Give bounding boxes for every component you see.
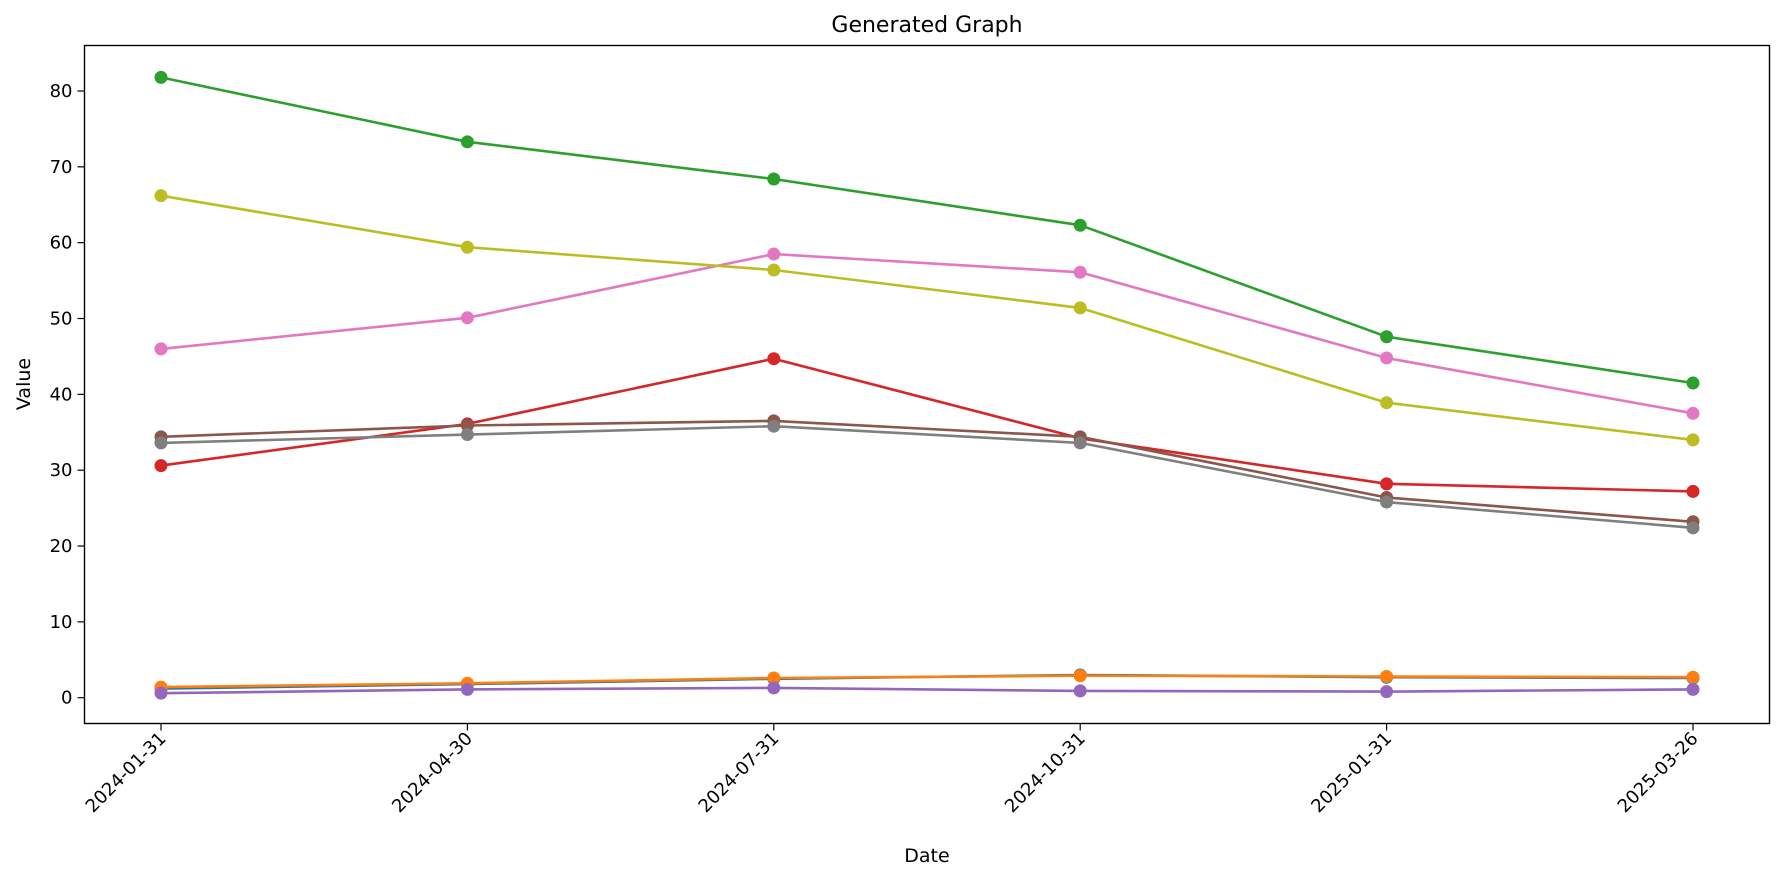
chart-title: Generated Graph	[831, 13, 1022, 38]
series-7-point	[1686, 406, 1700, 420]
series-8-point	[1380, 495, 1394, 509]
y-tick-label: 20	[50, 536, 73, 557]
x-axis-label: Date	[904, 845, 949, 867]
y-tick-label: 40	[50, 384, 73, 405]
series-2-line	[159, 674, 1695, 689]
series-2-point	[1380, 669, 1394, 683]
series-7	[154, 247, 1700, 420]
plot-frame	[83, 44, 1771, 725]
series-7-point	[1073, 265, 1087, 279]
series-7-point	[1380, 351, 1394, 365]
series-3-point	[460, 135, 474, 149]
series-8-point	[154, 436, 168, 450]
series-8-point	[1686, 521, 1700, 535]
series-8-point	[1073, 436, 1087, 450]
series-7-point	[154, 342, 168, 356]
series-8-point	[460, 428, 474, 442]
series-9-point	[154, 189, 168, 203]
series-4-line	[159, 357, 1695, 493]
y-axis-label: Value	[13, 358, 35, 410]
series-5-point	[1073, 684, 1087, 698]
series-8	[154, 419, 1700, 535]
series-5-point	[1380, 685, 1394, 699]
series-9-point	[767, 263, 781, 277]
series-3-point	[1380, 330, 1394, 344]
series-7-point	[460, 311, 474, 325]
series-4-point	[154, 459, 168, 473]
series-5-point	[154, 686, 168, 700]
series-9-point	[1380, 396, 1394, 410]
plot-area	[154, 70, 1700, 700]
y-tick-label: 0	[61, 688, 72, 709]
series-2-point	[1073, 669, 1087, 683]
series-3-point	[1073, 218, 1087, 232]
series-6-point	[460, 418, 474, 432]
series-5-line	[159, 686, 1695, 695]
series-2-point	[1686, 670, 1700, 684]
series-9-point	[460, 240, 474, 254]
series-5	[154, 681, 1700, 700]
series-2-point	[767, 671, 781, 685]
series-3-line	[159, 76, 1695, 385]
y-axis: 0 10 20 30 40 50 60 70 80	[50, 81, 85, 709]
series-5-point	[1686, 682, 1700, 696]
series-8-point	[767, 419, 781, 433]
series-3-point	[1686, 376, 1700, 390]
y-tick-label: 70	[50, 157, 73, 178]
series-9	[154, 189, 1700, 447]
y-tick-label: 60	[50, 233, 73, 254]
series-4-point	[1380, 477, 1394, 491]
series-4-point	[1686, 484, 1700, 498]
series-3	[154, 70, 1700, 390]
y-tick-label: 80	[50, 81, 73, 102]
series-7-point	[767, 247, 781, 261]
series-9-line	[159, 194, 1695, 442]
series-5-point	[460, 682, 474, 696]
series-8-line	[159, 424, 1695, 530]
series-9-point	[1073, 301, 1087, 315]
series-9-point	[1686, 433, 1700, 447]
y-tick-label: 30	[50, 460, 73, 481]
series-3-point	[767, 172, 781, 186]
y-tick-label: 10	[50, 612, 73, 633]
series-6-line	[159, 419, 1695, 524]
series-5-point	[767, 681, 781, 695]
series-4-point	[767, 352, 781, 366]
y-tick-label: 50	[50, 309, 73, 330]
series-3-point	[154, 70, 168, 84]
series-7-line	[159, 252, 1695, 415]
